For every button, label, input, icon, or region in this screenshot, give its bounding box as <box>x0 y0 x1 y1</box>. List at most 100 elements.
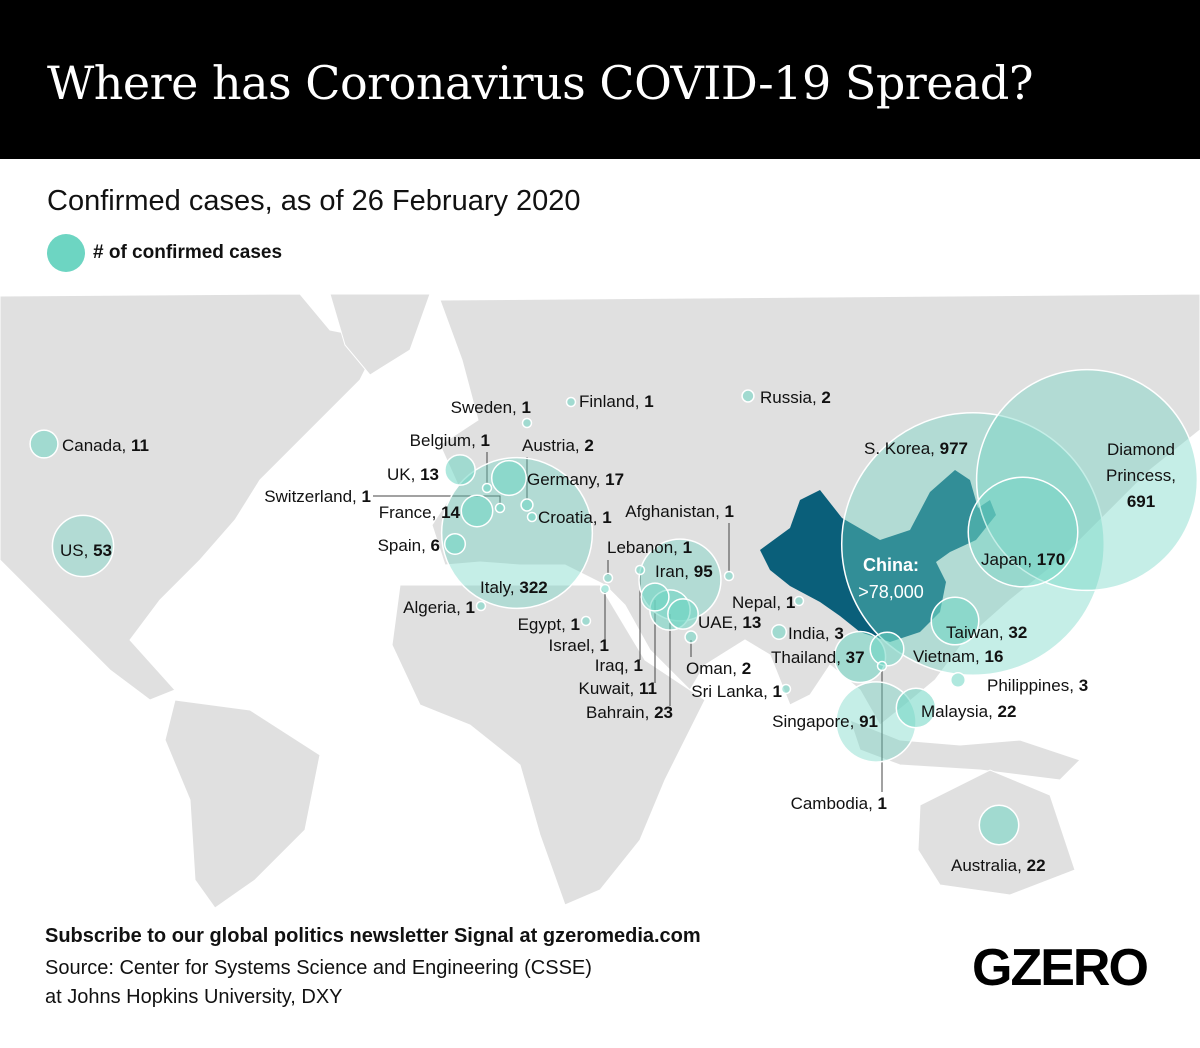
label-cambodia: Cambodia, 1 <box>791 794 887 813</box>
label-cases: 53 <box>93 541 112 560</box>
bubbles <box>29 368 1199 846</box>
label-name: Croatia, <box>538 508 598 527</box>
label-cases: 23 <box>654 703 673 722</box>
label-bahrain: Bahrain, 23 <box>586 703 673 722</box>
label-name: Thailand, <box>771 648 841 667</box>
label-cases: 1 <box>466 598 475 617</box>
label-name: Egypt, <box>518 615 566 634</box>
label-egypt: Egypt, 1 <box>518 615 580 634</box>
label-cases: 2 <box>821 388 830 407</box>
label-cases: 2 <box>584 436 593 455</box>
bubble-malaysia <box>895 687 937 729</box>
label-name: Afghanistan, <box>625 502 720 521</box>
label-canada: Canada, 11 <box>62 436 149 455</box>
subscribe-text: Subscribe to our global politics newslet… <box>45 925 701 947</box>
label-name-line-1: Diamond <box>1107 440 1175 459</box>
bubble-sweden <box>521 417 533 429</box>
label-name: Malaysia, <box>921 702 993 721</box>
source-line-1: Source: Center for Systems Science and E… <box>45 957 592 979</box>
label-name: Switzerland, <box>264 487 357 506</box>
label-diamondprincess: Diamond Princess, 691 <box>1106 440 1176 511</box>
label-name: Philippines, <box>987 676 1074 695</box>
label-cases: 1 <box>522 398 531 417</box>
label-name: Nepal, <box>732 593 781 612</box>
label-cases: 1 <box>725 502 734 521</box>
label-cases: 11 <box>131 436 149 455</box>
label-cases: 22 <box>1027 856 1046 875</box>
label-australia: Australia, 22 <box>951 856 1046 875</box>
bubble-vietnam <box>869 631 905 667</box>
label-france: France, 14 <box>379 503 461 522</box>
south-america <box>164 699 321 909</box>
bubble-philippines <box>949 671 967 689</box>
indonesia <box>849 719 1081 781</box>
label-algeria: Algeria, 1 <box>403 598 475 617</box>
label-cases: 11 <box>639 679 657 698</box>
bubble-egypt <box>580 615 592 627</box>
china-value: >78,000 <box>858 582 924 602</box>
label-cases: 14 <box>441 503 460 522</box>
bubble-finland <box>565 396 577 408</box>
label-cases: 2 <box>742 659 751 678</box>
bubble-oman <box>684 630 698 644</box>
leader-line-switzerland <box>373 495 501 505</box>
label-name: Bahrain, <box>586 703 649 722</box>
label-cases: 1 <box>481 431 490 450</box>
bubble-switzerland <box>494 502 506 514</box>
label-cases: 1 <box>683 538 692 557</box>
bubble-cambodia <box>876 660 888 672</box>
bubble-lebanon <box>602 572 614 584</box>
bubble-belgium <box>481 482 493 494</box>
label-name: Russia, <box>760 388 817 407</box>
label-name: Spain, <box>378 536 426 555</box>
label-name: Germany, <box>527 470 600 489</box>
label-cases: 1 <box>571 615 580 634</box>
label-cases: 37 <box>846 648 865 667</box>
label-skorea: S. Korea, 977 <box>864 439 968 458</box>
page-title: Where has Coronavirus COVID-19 Spread? <box>47 56 1034 110</box>
legend: # of confirmed cases <box>47 234 282 272</box>
label-cases: 1 <box>644 392 653 411</box>
label-spain: Spain, 6 <box>378 536 440 555</box>
bubble-australia <box>978 804 1020 846</box>
label-name: France, <box>379 503 437 522</box>
label-india: India, 3 <box>788 624 844 643</box>
bubble-nepal <box>793 595 805 607</box>
label-cases: 3 <box>1079 676 1088 695</box>
label-cases: 170 <box>1037 550 1065 569</box>
label-cases: 3 <box>834 624 843 643</box>
label-taiwan: Taiwan, 32 <box>946 623 1027 642</box>
label-germany: Germany, 17 <box>527 470 624 489</box>
bubble-israel <box>599 583 611 595</box>
label-cases: 32 <box>1008 623 1027 642</box>
bubble-kuwait <box>640 582 670 612</box>
bubble-uae <box>667 598 699 630</box>
label-cases: 1 <box>634 656 643 675</box>
label-name: Lebanon, <box>607 538 678 557</box>
label-name: S. Korea, <box>864 439 935 458</box>
legend-bubble-icon <box>47 234 85 272</box>
label-name-line-2: Princess, <box>1106 466 1176 485</box>
label-name: UAE, <box>698 613 738 632</box>
label-name: Australia, <box>951 856 1022 875</box>
label-cases: 691 <box>1127 492 1155 511</box>
label-name: Belgium, <box>410 431 476 450</box>
bubble-russia <box>741 389 755 403</box>
label-cases: 13 <box>420 465 439 484</box>
label-nepal: Nepal, 1 <box>732 593 795 612</box>
label-lebanon: Lebanon, 1 <box>607 538 692 557</box>
bubble-afghanistan <box>723 570 735 582</box>
label-afghanistan: Afghanistan, 1 <box>625 502 734 521</box>
bubble-spain <box>443 532 467 556</box>
label-philippines: Philippines, 3 <box>987 676 1088 695</box>
label-uae: UAE, 13 <box>698 613 761 632</box>
bubble-taiwan <box>930 596 980 646</box>
label-japan: Japan, 170 <box>981 550 1065 569</box>
label-name: Sweden, <box>451 398 517 417</box>
subtitle: Confirmed cases, as of 26 February 2020 <box>47 185 581 217</box>
greenland <box>329 293 431 376</box>
label-vietnam: Vietnam, 16 <box>913 647 1003 666</box>
china-label: China: <box>863 555 919 575</box>
